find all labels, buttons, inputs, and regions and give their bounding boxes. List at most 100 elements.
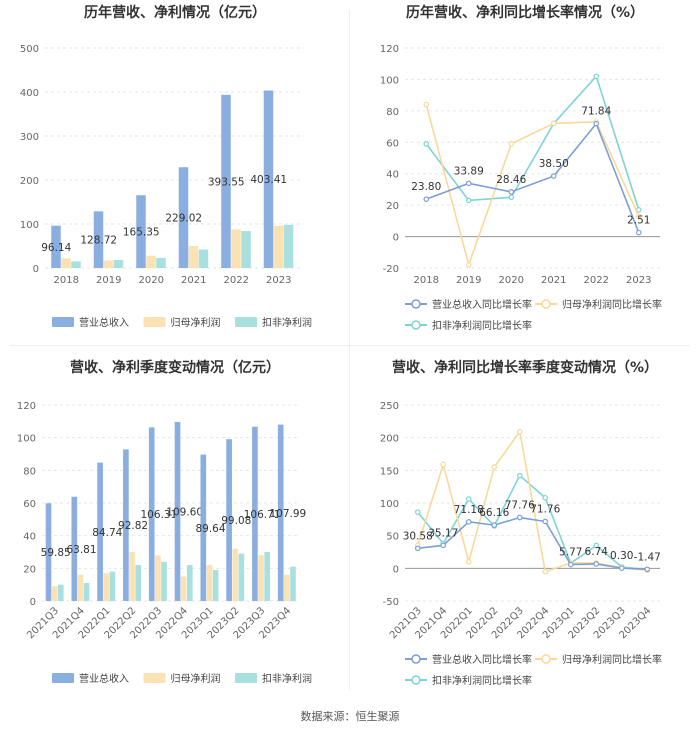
data-label: 84.74 xyxy=(92,527,122,539)
y-tick-label: 20 xyxy=(386,201,399,212)
series-point xyxy=(593,542,600,549)
series-point xyxy=(542,568,549,575)
series-point xyxy=(516,472,523,479)
x-tick-label: 2021 xyxy=(181,275,206,286)
bar xyxy=(123,449,129,601)
data-label: 229.02 xyxy=(165,213,202,225)
y-tick-label: 100 xyxy=(380,75,399,86)
bar xyxy=(212,569,219,601)
y-tick-label: 120 xyxy=(17,401,36,412)
data-label: 107.99 xyxy=(270,508,307,520)
series-point xyxy=(635,229,642,236)
bar xyxy=(283,224,294,268)
bar xyxy=(232,548,239,601)
data-label: 66.16 xyxy=(479,507,509,519)
y-tick-label: 400 xyxy=(20,88,39,99)
series-point xyxy=(465,262,472,268)
y-tick-label: 0 xyxy=(33,264,39,275)
bar xyxy=(97,462,103,601)
bar xyxy=(241,231,251,268)
y-tick-label: 500 xyxy=(20,44,39,55)
series-line xyxy=(417,474,648,571)
y-tick-label: 50 xyxy=(386,532,399,543)
y-tick-label: 40 xyxy=(23,532,36,543)
series-point xyxy=(414,545,421,552)
data-label: 109.60 xyxy=(166,506,203,518)
bar xyxy=(290,566,296,601)
bar xyxy=(161,561,167,601)
chart-title: 营收、净利同比增长率季度变动情况（%） xyxy=(391,360,659,376)
data-source-label: 数据来源：恒生聚源 xyxy=(300,710,400,723)
data-label: 393.55 xyxy=(208,176,245,188)
data-label: 71.18 xyxy=(454,504,484,516)
chart-title: 营收、净利季度变动情况（亿元） xyxy=(70,360,280,376)
series-point xyxy=(618,565,625,571)
bar xyxy=(231,229,241,268)
bar xyxy=(113,260,124,268)
chart-svg: -500501001502002502021Q32021Q42022Q12022… xyxy=(380,401,662,687)
data-label: 71.84 xyxy=(581,106,611,118)
x-tick-label: 2018 xyxy=(54,275,79,286)
data-label: 30.58 xyxy=(403,530,433,542)
x-tick-label: 2019 xyxy=(456,275,481,286)
bar xyxy=(180,576,187,601)
y-tick-label: 120 xyxy=(380,44,399,55)
bar xyxy=(252,426,258,601)
chart-svg: 0 100 200 300 400 500 2018 96.14 2019 128.72 2020 1… xyxy=(20,44,312,329)
legend-swatch xyxy=(143,317,166,327)
data-label: 106.31 xyxy=(141,509,178,521)
bar xyxy=(174,421,181,601)
series-point xyxy=(423,101,430,108)
series-point xyxy=(508,141,515,147)
annual-revenue-profit-chart: 历年营收、净利情况（亿元） 0 100 200 300 400 500 2018 96.14 2… xyxy=(0,0,350,350)
y-tick-label: 80 xyxy=(23,466,36,477)
series-point xyxy=(465,197,472,204)
legend-swatch xyxy=(52,673,74,683)
data-label: 89.64 xyxy=(195,523,225,535)
data-label: 92.82 xyxy=(118,520,148,532)
bar xyxy=(71,261,81,268)
bar xyxy=(155,555,161,601)
y-tick-label: -50 xyxy=(383,597,399,608)
legend-marker xyxy=(411,299,421,309)
bar xyxy=(186,565,193,601)
bar xyxy=(200,454,207,601)
bar xyxy=(51,586,58,601)
data-label: 165.35 xyxy=(123,227,160,239)
legend-label: 营业总收入同比增长率 xyxy=(432,653,532,666)
legend-label: 扣非净利润同比增长率 xyxy=(432,674,532,687)
legend-swatch xyxy=(235,317,257,327)
y-tick-label: 150 xyxy=(380,466,399,477)
data-label: 38.50 xyxy=(539,158,569,170)
series-point xyxy=(465,559,472,565)
bar xyxy=(103,573,110,601)
series-point xyxy=(508,189,515,195)
annual-growth-rate-chart: 历年营收、净利同比增长率情况（%） -20 0 20 40 60 80 100 120 2018… xyxy=(350,0,700,350)
data-label: 59.85 xyxy=(41,547,71,559)
y-tick-label: 200 xyxy=(380,434,399,445)
series-line xyxy=(417,516,648,571)
bar xyxy=(129,552,135,601)
legend-label: 归母净利润同比增长率 xyxy=(562,298,662,311)
data-label: 96.14 xyxy=(41,242,71,254)
series-point xyxy=(423,196,430,202)
series-point xyxy=(644,566,651,573)
x-tick-label: 2018 xyxy=(414,275,439,286)
bar xyxy=(198,249,209,268)
series-point xyxy=(440,461,447,468)
bar xyxy=(77,574,84,601)
x-tick-label: 2021 xyxy=(541,275,566,286)
bar xyxy=(238,553,245,601)
bar xyxy=(178,167,189,268)
bar xyxy=(284,574,290,601)
bar xyxy=(221,94,231,268)
data-label: 71.76 xyxy=(530,503,560,515)
y-tick-label: 200 xyxy=(20,176,39,187)
data-label: 35.17 xyxy=(428,527,458,539)
series-point xyxy=(567,561,574,568)
chart-svg: -20 0 20 40 60 80 100 120 2018 2019 2020 2021 2022 20… xyxy=(380,44,662,332)
x-tick-label: 2023 xyxy=(266,275,291,286)
y-tick-label: 0 xyxy=(393,564,399,575)
series-point xyxy=(635,213,642,219)
y-tick-label: 20 xyxy=(23,564,36,575)
